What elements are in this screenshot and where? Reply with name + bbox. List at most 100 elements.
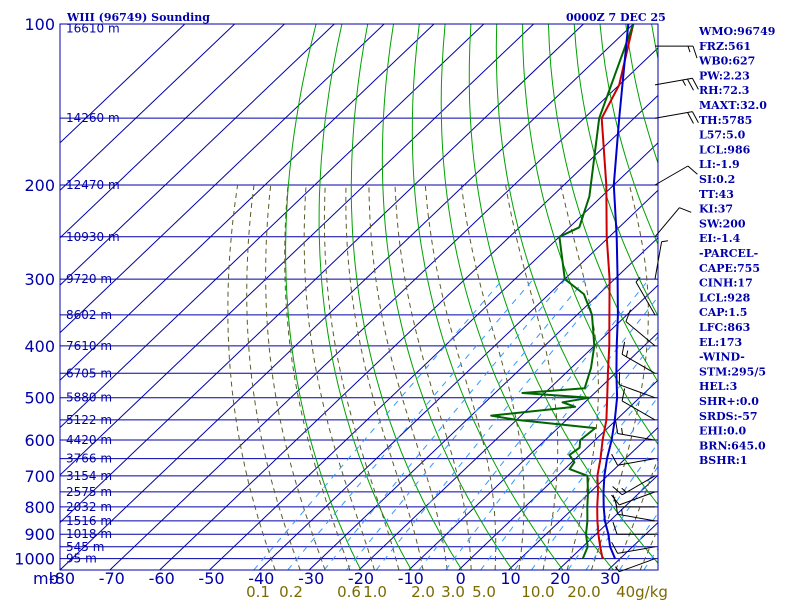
- temperature-tick-label: -50: [198, 569, 224, 588]
- mixing-ratio-line: [418, 278, 650, 570]
- wind-barb: [621, 388, 656, 421]
- temperature-tick-label: 10: [500, 569, 520, 588]
- dry-adiabat-line: [411, 24, 564, 570]
- height-label: 12470 m: [66, 178, 120, 192]
- wind-barb: [654, 77, 699, 91]
- pressure-tick-label: 500: [24, 389, 55, 408]
- wind-barb: [611, 453, 656, 466]
- moist-adiabat-line: [639, 527, 658, 570]
- index-entry: BRN:645.0: [699, 439, 766, 452]
- mixing-ratio-label: 40g/kg: [616, 583, 668, 600]
- height-label: 1018 m: [66, 527, 112, 541]
- index-entry: -WIND-: [699, 351, 745, 364]
- height-label: 545 m: [66, 540, 104, 554]
- trace-layer: [490, 24, 635, 560]
- dry-adiabat-line: [318, 24, 412, 570]
- wind-barb: [611, 541, 656, 554]
- mixing-ratio-line: [514, 375, 658, 570]
- index-entry: HEL:3: [699, 380, 737, 393]
- index-entry: LI:-1.9: [699, 158, 740, 171]
- index-entry: LCL:928: [699, 291, 751, 304]
- dry-adiabat-line: [547, 24, 658, 383]
- temperature-tick-label: 30: [600, 569, 620, 588]
- height-label: 16610 m: [66, 22, 120, 36]
- isotherm-line: [60, 24, 285, 239]
- index-entry: LFC:863: [699, 321, 750, 334]
- index-entry: SW:200: [699, 217, 746, 230]
- dry-adiabat-line: [522, 24, 658, 446]
- mixing-ratio-label: 10.0: [521, 583, 554, 600]
- index-entry: MAXT:32.0: [699, 99, 767, 112]
- wind-barb: [615, 420, 656, 441]
- pressure-tick-label: 900: [24, 525, 55, 544]
- moist-adiabat-line: [615, 456, 658, 570]
- isotherm-line: [557, 474, 658, 570]
- wind-barb: [612, 522, 655, 535]
- moist-adiabat-line: [505, 184, 559, 570]
- moist-adiabat-line: [394, 184, 472, 570]
- mixing-ratio-line: [346, 278, 586, 570]
- wind-barb: [654, 240, 668, 280]
- index-entry: SHR+:0.0: [699, 395, 759, 408]
- height-label: 3766 m: [66, 452, 112, 466]
- moist-adiabat-line: [265, 184, 326, 570]
- index-entry: WMO:96749: [698, 25, 775, 38]
- temperature-tick-label: -40: [248, 569, 274, 588]
- index-entry: CAP:1.5: [699, 306, 747, 319]
- mixing-ratio-label: 20.0: [567, 583, 600, 600]
- index-entry: LCL:986: [699, 143, 751, 156]
- wind-barb: [625, 309, 656, 347]
- pressure-tick-label: 200: [24, 176, 55, 195]
- pressure-tick-label: 300: [24, 270, 55, 289]
- pressure-tick-label: 100: [24, 15, 55, 34]
- isotherm-line: [358, 284, 658, 570]
- mixing-ratio-line: [287, 278, 534, 570]
- height-label: 3154 m: [66, 469, 112, 483]
- temperature-tick-label: -80: [49, 569, 75, 588]
- wind-barb: [612, 494, 655, 508]
- mixing-ratio-label: 2.0: [411, 583, 435, 600]
- temperature-tick-label: 20: [550, 569, 570, 588]
- x-axis-unit-label: mb: [33, 569, 59, 588]
- temperature-tick-label: -30: [298, 569, 324, 588]
- height-label: 14260 m: [66, 111, 120, 125]
- wind-barb: [655, 45, 698, 59]
- dry-adiabat-line: [468, 24, 658, 564]
- index-entry: CAPE:755: [699, 262, 760, 275]
- moist-adiabat-line: [284, 184, 351, 570]
- isotherm-line: [60, 24, 584, 524]
- index-entry: RH:72.3: [699, 84, 749, 97]
- isotherm-line: [458, 379, 658, 570]
- wind-barb: [611, 491, 656, 506]
- dry-adiabat-line: [440, 24, 614, 570]
- dry-adiabat-line: [285, 24, 362, 570]
- mixing-ratio-line: [323, 278, 566, 570]
- mixing-ratio-line: [480, 335, 658, 570]
- dry-adiabat-line: [495, 24, 658, 506]
- isotherm-line: [60, 24, 235, 192]
- temperature-tick-label: -70: [99, 569, 125, 588]
- pressure-tick-label: 1000: [14, 550, 55, 569]
- index-entry: FRZ:561: [699, 40, 751, 53]
- isotherm-line: [60, 24, 335, 286]
- index-entry: TT:43: [699, 188, 734, 201]
- mixing-ratio-label: 1.0: [363, 583, 387, 600]
- dry-adiabat-line: [350, 24, 463, 570]
- isotherm-line: [60, 24, 485, 429]
- moist-adiabat-line: [368, 185, 448, 570]
- moist-adiabat-line: [590, 184, 649, 570]
- grid-layer: [60, 24, 658, 570]
- height-label: 8602 m: [66, 308, 112, 322]
- moist-adiabat-line: [323, 184, 400, 570]
- height-label: 9720 m: [66, 272, 112, 286]
- index-entry: EI:-1.4: [699, 232, 741, 245]
- temperature-tick-label: 0: [456, 569, 466, 588]
- pressure-tick-label: 700: [24, 467, 55, 486]
- wind-barb: [654, 111, 699, 124]
- mixing-ratio-line: [531, 396, 658, 570]
- parcel-trace: [602, 24, 630, 560]
- mixing-ratio-label: 5.0: [472, 583, 496, 600]
- isotherm-line: [60, 24, 186, 144]
